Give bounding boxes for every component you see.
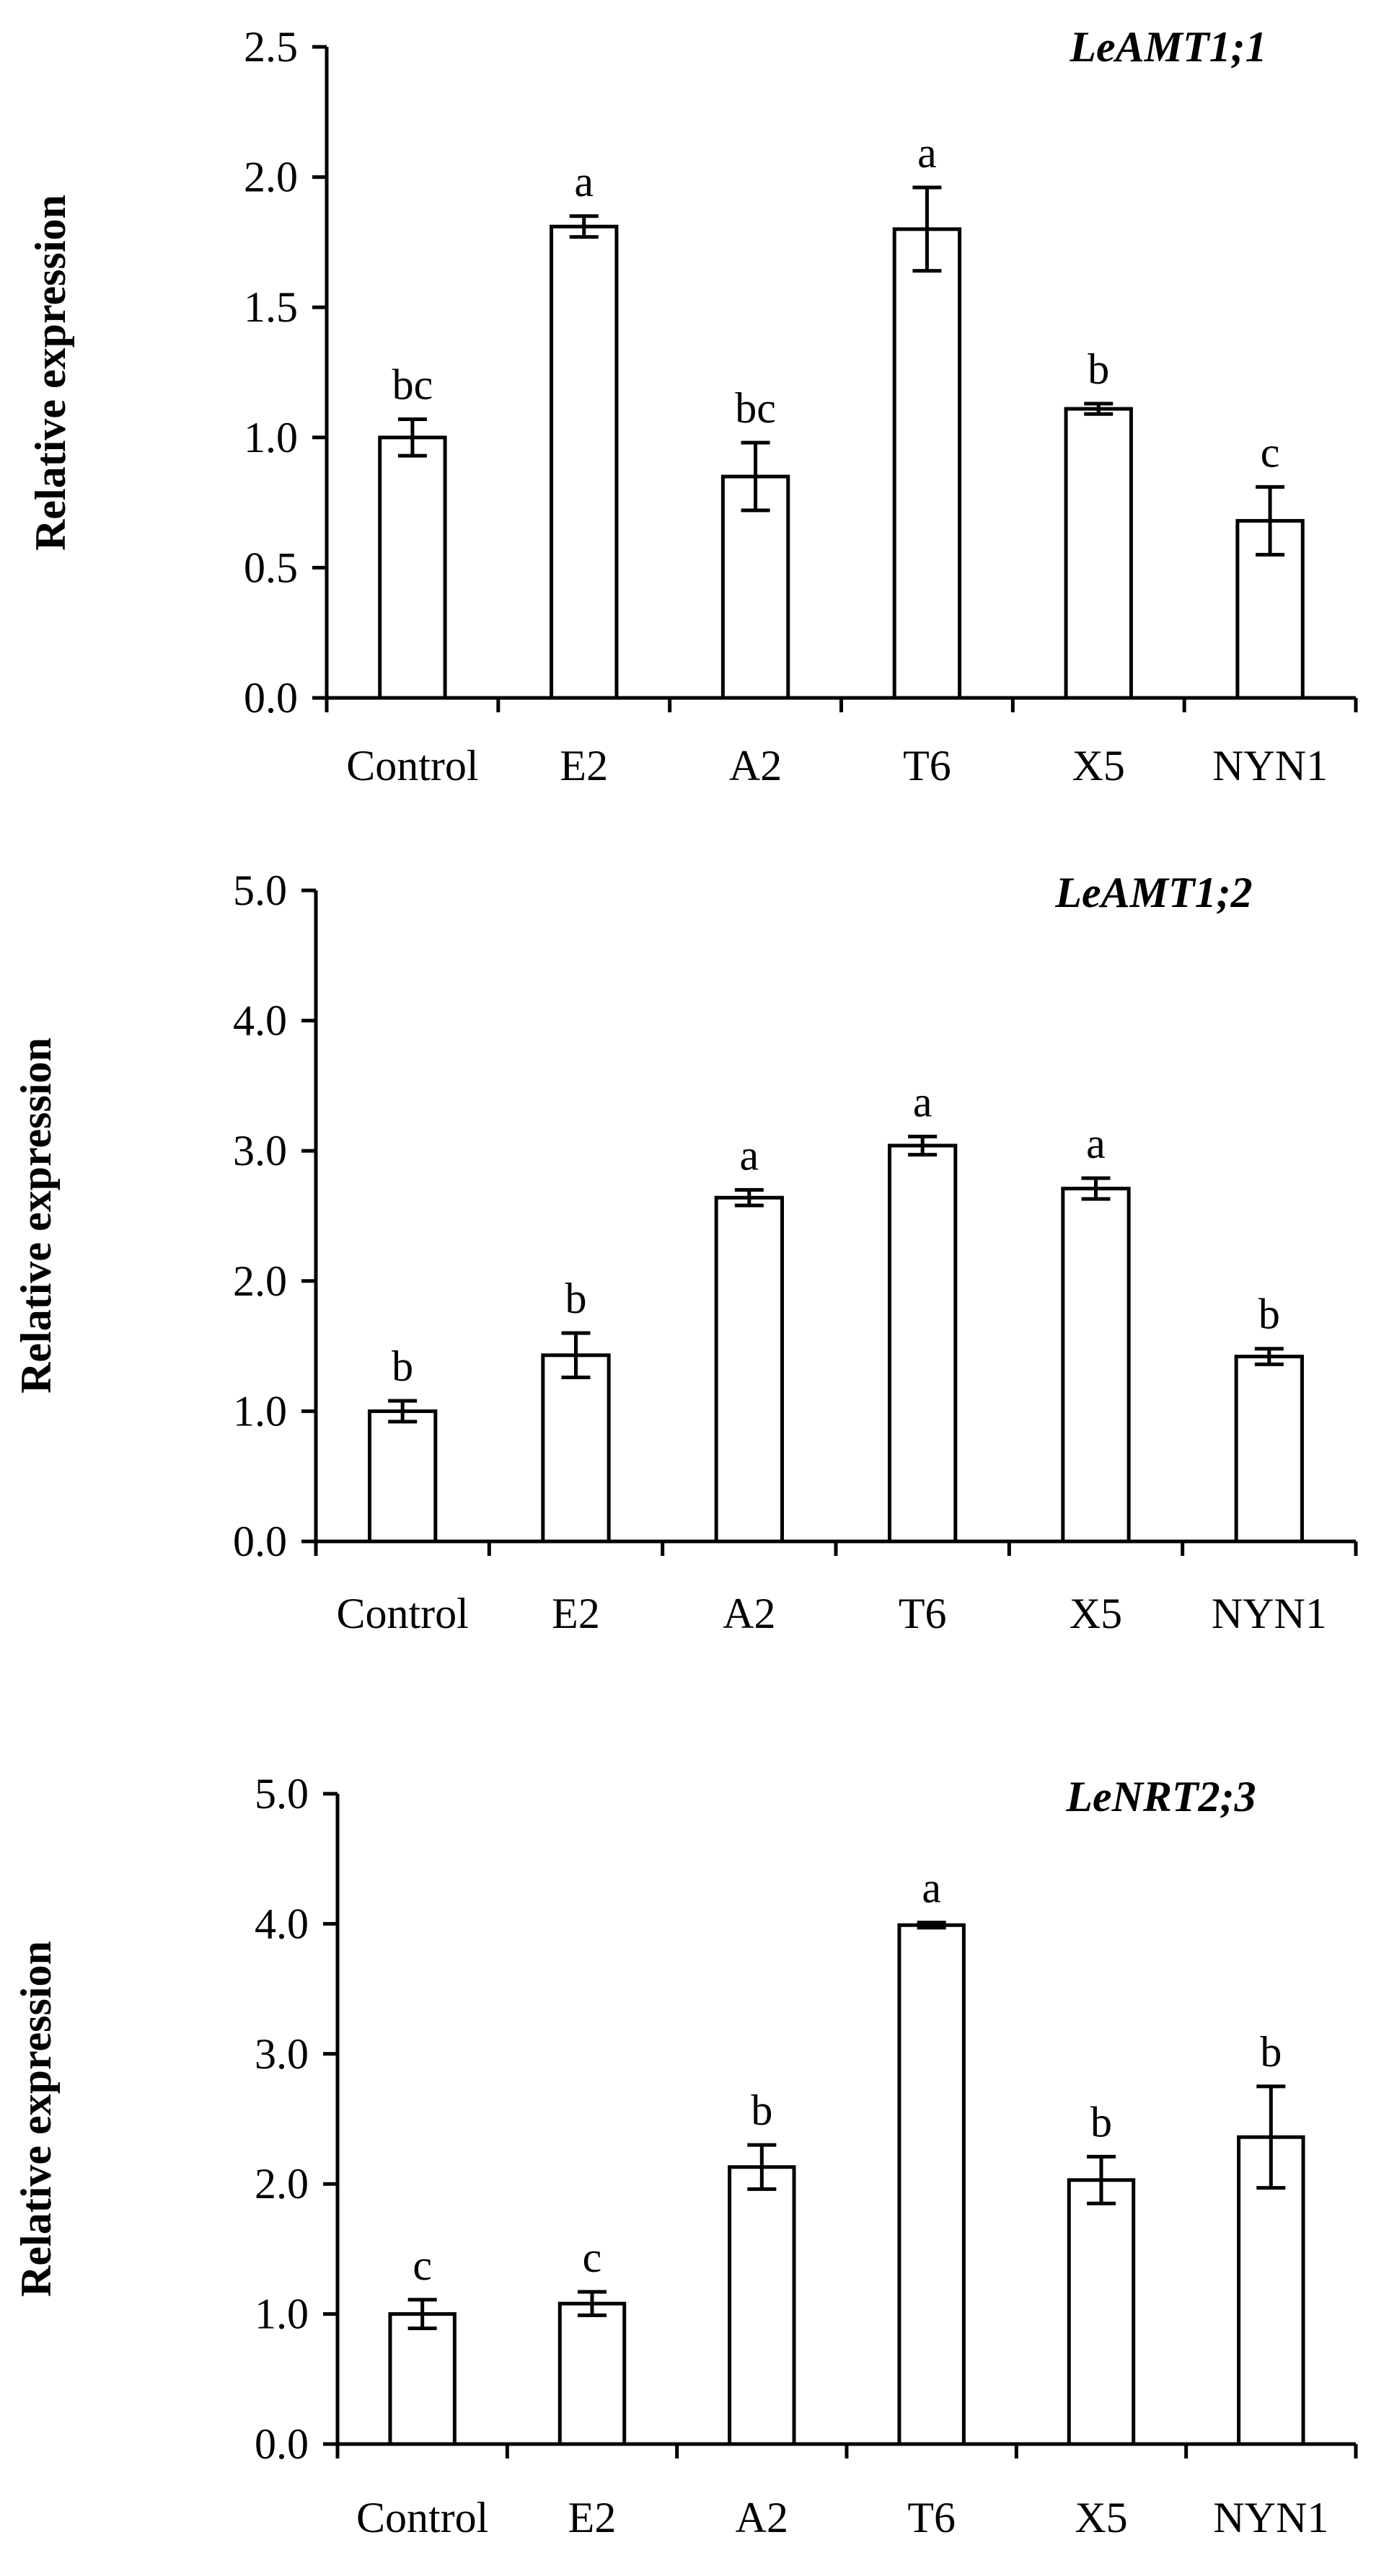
category-label: A2 bbox=[723, 1590, 775, 1637]
bar-e2 bbox=[541, 1353, 611, 1544]
chart-panel-1: 0.0 0.5 1.0 1.5 2.0 2.5 bc Control a E2 bc A2 a T6 b X5… bbox=[27, 23, 1358, 789]
y-tick-label: 0.0 bbox=[255, 2420, 309, 2468]
category-label: X5 bbox=[1072, 742, 1125, 789]
significance-label: bc bbox=[735, 384, 776, 432]
bar-control bbox=[378, 435, 447, 700]
y-tick-label: 0.0 bbox=[233, 1518, 287, 1565]
significance-label: c bbox=[1261, 428, 1280, 476]
significance-label: b bbox=[392, 1342, 413, 1390]
significance-label: b bbox=[1088, 345, 1109, 393]
chart-panel-2: 0.0 1.0 2.0 3.0 4.0 5.0 b Control b E2 a A2 a T6 a X5 b N… bbox=[12, 867, 1358, 1637]
bar-control bbox=[368, 1409, 438, 1544]
bar-t6 bbox=[897, 1923, 966, 2446]
chart-title: LeAMT1;2 bbox=[1054, 869, 1252, 916]
y-tick-label: 1.0 bbox=[244, 414, 298, 461]
bar-t6 bbox=[892, 227, 962, 700]
category-label: Control bbox=[346, 742, 478, 789]
significance-label: a bbox=[913, 1078, 932, 1125]
significance-label: b bbox=[1258, 1291, 1280, 1338]
bar-e2 bbox=[550, 224, 619, 700]
significance-label: bc bbox=[392, 361, 433, 409]
significance-label: c bbox=[583, 2234, 602, 2281]
y-tick-label: 2.0 bbox=[244, 154, 298, 201]
y-tick-label: 5.0 bbox=[255, 1770, 309, 1818]
bar-x5 bbox=[1064, 407, 1133, 700]
category-label: Control bbox=[336, 1590, 468, 1637]
category-label: T6 bbox=[903, 742, 951, 789]
category-label: T6 bbox=[907, 2494, 956, 2541]
significance-label: b bbox=[1090, 2098, 1112, 2146]
bar-x5 bbox=[1067, 2178, 1136, 2446]
significance-label: a bbox=[922, 1864, 941, 1912]
significance-label: b bbox=[565, 1275, 587, 1322]
category-label: E2 bbox=[560, 742, 608, 789]
category-label: NYN1 bbox=[1213, 2494, 1328, 2541]
bar-a2 bbox=[728, 2165, 796, 2446]
category-label: NYN1 bbox=[1212, 742, 1328, 789]
y-tick-label: 0.5 bbox=[244, 544, 298, 591]
chart-title: LeNRT2;3 bbox=[1065, 1773, 1256, 1820]
y-tick-label: 4.0 bbox=[233, 997, 287, 1045]
y-tick-label: 3.0 bbox=[255, 2030, 309, 2078]
y-tick-label: 2.0 bbox=[233, 1257, 287, 1305]
category-label: A2 bbox=[736, 2494, 788, 2541]
category-label: X5 bbox=[1070, 1590, 1122, 1637]
significance-label: a bbox=[917, 129, 937, 177]
category-label: E2 bbox=[552, 1590, 600, 1637]
significance-label: a bbox=[740, 1131, 759, 1179]
y-tick-label: 2.0 bbox=[255, 2160, 309, 2208]
significance-label: b bbox=[751, 2086, 772, 2134]
category-label: NYN1 bbox=[1212, 1590, 1327, 1637]
category-label: T6 bbox=[899, 1590, 947, 1637]
bar-e2 bbox=[557, 2301, 627, 2446]
bar-t6 bbox=[888, 1143, 958, 1544]
bar-control bbox=[388, 2312, 457, 2446]
category-label: Control bbox=[356, 2494, 488, 2541]
y-tick-label: 1.0 bbox=[255, 2290, 309, 2338]
chart-title: LeAMT1;1 bbox=[1069, 23, 1266, 71]
bar-a2 bbox=[714, 1195, 784, 1544]
chart-panel-3: 0.0 1.0 2.0 3.0 4.0 5.0 c Control c E2 b A2 a T6 b X5 b N… bbox=[12, 1770, 1358, 2541]
y-tick-label: 1.0 bbox=[233, 1387, 287, 1435]
category-label: E2 bbox=[568, 2494, 617, 2541]
bar-x5 bbox=[1061, 1187, 1131, 1544]
bar-nyn1 bbox=[1234, 1355, 1304, 1544]
y-axis-label: Relative expression bbox=[12, 1037, 60, 1394]
significance-label: c bbox=[413, 2241, 432, 2289]
category-label: A2 bbox=[729, 742, 782, 789]
y-tick-label: 4.0 bbox=[255, 1900, 309, 1947]
y-axis-label: Relative expression bbox=[12, 1941, 60, 2297]
significance-label: b bbox=[1260, 2028, 1282, 2076]
y-tick-label: 0.0 bbox=[244, 674, 298, 722]
significance-label: a bbox=[1086, 1120, 1106, 1167]
y-axis-label: Relative expression bbox=[27, 195, 74, 551]
y-tick-label: 5.0 bbox=[233, 867, 287, 914]
y-tick-label: 3.0 bbox=[233, 1127, 287, 1174]
category-label: X5 bbox=[1075, 2494, 1127, 2541]
significance-label: a bbox=[574, 158, 594, 205]
y-tick-label: 1.5 bbox=[244, 283, 298, 331]
y-tick-label: 2.5 bbox=[244, 23, 298, 71]
